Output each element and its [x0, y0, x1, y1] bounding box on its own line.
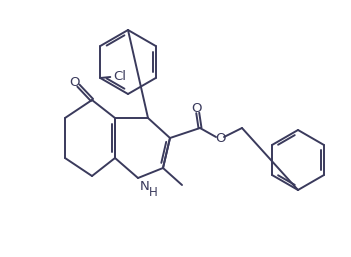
Text: Cl: Cl	[113, 69, 126, 82]
Text: N: N	[140, 180, 150, 194]
Text: O: O	[192, 102, 202, 115]
Text: O: O	[70, 76, 80, 88]
Text: O: O	[215, 132, 225, 144]
Text: H: H	[148, 187, 157, 199]
